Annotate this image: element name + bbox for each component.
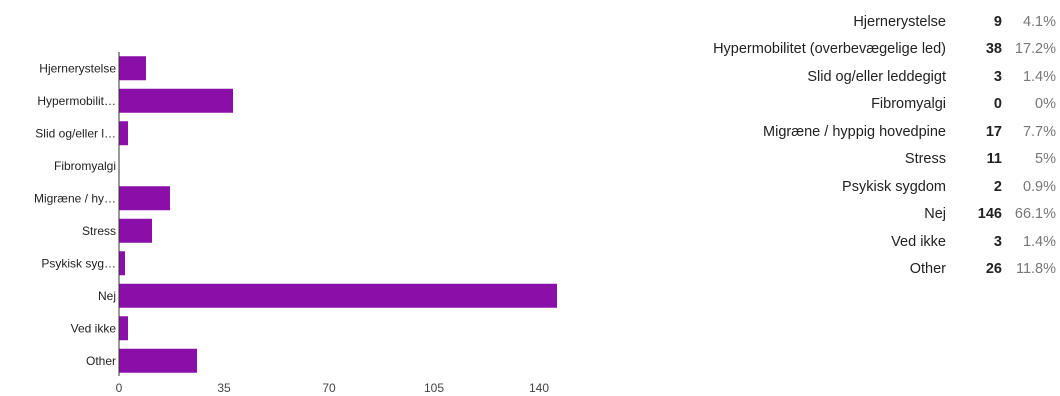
summary-row: Migræne / hyppig hovedpine 17 7.7% bbox=[600, 118, 1060, 146]
x-tick-label: 35 bbox=[217, 381, 231, 395]
bar bbox=[119, 186, 170, 211]
summary-percent: 1.4% bbox=[1022, 68, 1056, 85]
summary-label: Psykisk sygdom bbox=[842, 178, 946, 195]
summary-percent: 1.4% bbox=[1022, 233, 1056, 250]
summary-label: Nej bbox=[924, 206, 946, 223]
bar-chart: Hjernerystelse Hypermobilit… Slid og/eller… bbox=[34, 52, 557, 395]
x-tick-label: 105 bbox=[424, 381, 444, 395]
bar bbox=[119, 218, 152, 243]
bar bbox=[119, 283, 557, 308]
summary-percent: 66.1% bbox=[1014, 206, 1056, 223]
summary-percent: 0.9% bbox=[1022, 178, 1056, 195]
category-label: Other bbox=[86, 354, 116, 368]
summary-row: Slid og/eller leddegigt 3 1.4% bbox=[600, 63, 1060, 91]
category-label: Migræne / hy… bbox=[34, 191, 116, 205]
summary-count: 17 bbox=[985, 123, 1002, 140]
summary-row: Hjernerystelse 9 4.1% bbox=[600, 8, 1060, 36]
summary-count: 146 bbox=[977, 206, 1002, 223]
category-label: Psykisk syg… bbox=[41, 256, 116, 270]
bar-group bbox=[119, 56, 557, 373]
summary-label: Hypermobilitet (overbevægelige led) bbox=[713, 41, 946, 58]
summary-count: 38 bbox=[985, 41, 1002, 58]
category-label: Fibromyalgi bbox=[54, 159, 116, 173]
x-tick-label: 70 bbox=[322, 381, 336, 395]
x-axis-ticks: 0 35 70 105 140 bbox=[116, 381, 550, 395]
summary-percent: 11.8% bbox=[1015, 261, 1056, 278]
summary-row: Hypermobilitet (overbevægelige led) 38 17.… bbox=[600, 36, 1060, 64]
summary-count: 11 bbox=[986, 151, 1002, 168]
bar bbox=[119, 88, 233, 113]
summary-table: Hjernerystelse 9 4.1% Hypermobilitet (overb… bbox=[600, 8, 1060, 283]
summary-percent: 5% bbox=[1035, 151, 1056, 168]
summary-row: Stress 11 5% bbox=[600, 146, 1060, 174]
summary-percent: 0% bbox=[1035, 96, 1056, 113]
summary-count: 26 bbox=[985, 261, 1002, 278]
category-label: Ved ikke bbox=[71, 321, 117, 335]
summary-label: Stress bbox=[904, 151, 946, 168]
summary-label: Other bbox=[909, 261, 946, 278]
category-labels: Hjernerystelse Hypermobilit… Slid og/eller… bbox=[34, 61, 116, 368]
summary-percent: 7.7% bbox=[1022, 123, 1056, 140]
summary-row: Fibromyalgi 0 0% bbox=[600, 91, 1060, 119]
summary-row: Nej 146 66.1% bbox=[600, 201, 1060, 229]
summary-row: Psykisk sygdom 2 0.9% bbox=[600, 173, 1060, 201]
x-tick-label: 0 bbox=[116, 381, 123, 395]
summary-count: 3 bbox=[993, 233, 1002, 250]
bar bbox=[119, 348, 197, 373]
summary-label: Hjernerystelse bbox=[853, 13, 946, 30]
summary-row: Other 26 11.8% bbox=[600, 256, 1060, 284]
category-label: Nej bbox=[98, 289, 116, 303]
summary-count: 2 bbox=[993, 178, 1002, 195]
summary-percent: 17.2% bbox=[1014, 41, 1056, 58]
bar bbox=[119, 121, 128, 146]
category-label: Slid og/eller l… bbox=[35, 126, 116, 140]
bar bbox=[119, 316, 128, 341]
summary-count: 0 bbox=[993, 96, 1002, 113]
category-label: Stress bbox=[82, 224, 116, 238]
summary-count: 3 bbox=[993, 68, 1002, 85]
summary-label: Ved ikke bbox=[891, 233, 946, 250]
summary-label: Migræne / hyppig hovedpine bbox=[763, 123, 946, 140]
summary-label: Fibromyalgi bbox=[871, 96, 946, 113]
summary-label: Slid og/eller leddegigt bbox=[807, 68, 946, 85]
x-tick-label: 140 bbox=[529, 381, 549, 395]
category-label: Hjernerystelse bbox=[39, 61, 116, 75]
bar bbox=[119, 251, 125, 276]
summary-row: Ved ikke 3 1.4% bbox=[600, 228, 1060, 256]
bar bbox=[119, 56, 146, 81]
summary-count: 9 bbox=[993, 13, 1002, 30]
summary-percent: 4.1% bbox=[1022, 13, 1056, 30]
category-label: Hypermobilit… bbox=[37, 94, 116, 108]
